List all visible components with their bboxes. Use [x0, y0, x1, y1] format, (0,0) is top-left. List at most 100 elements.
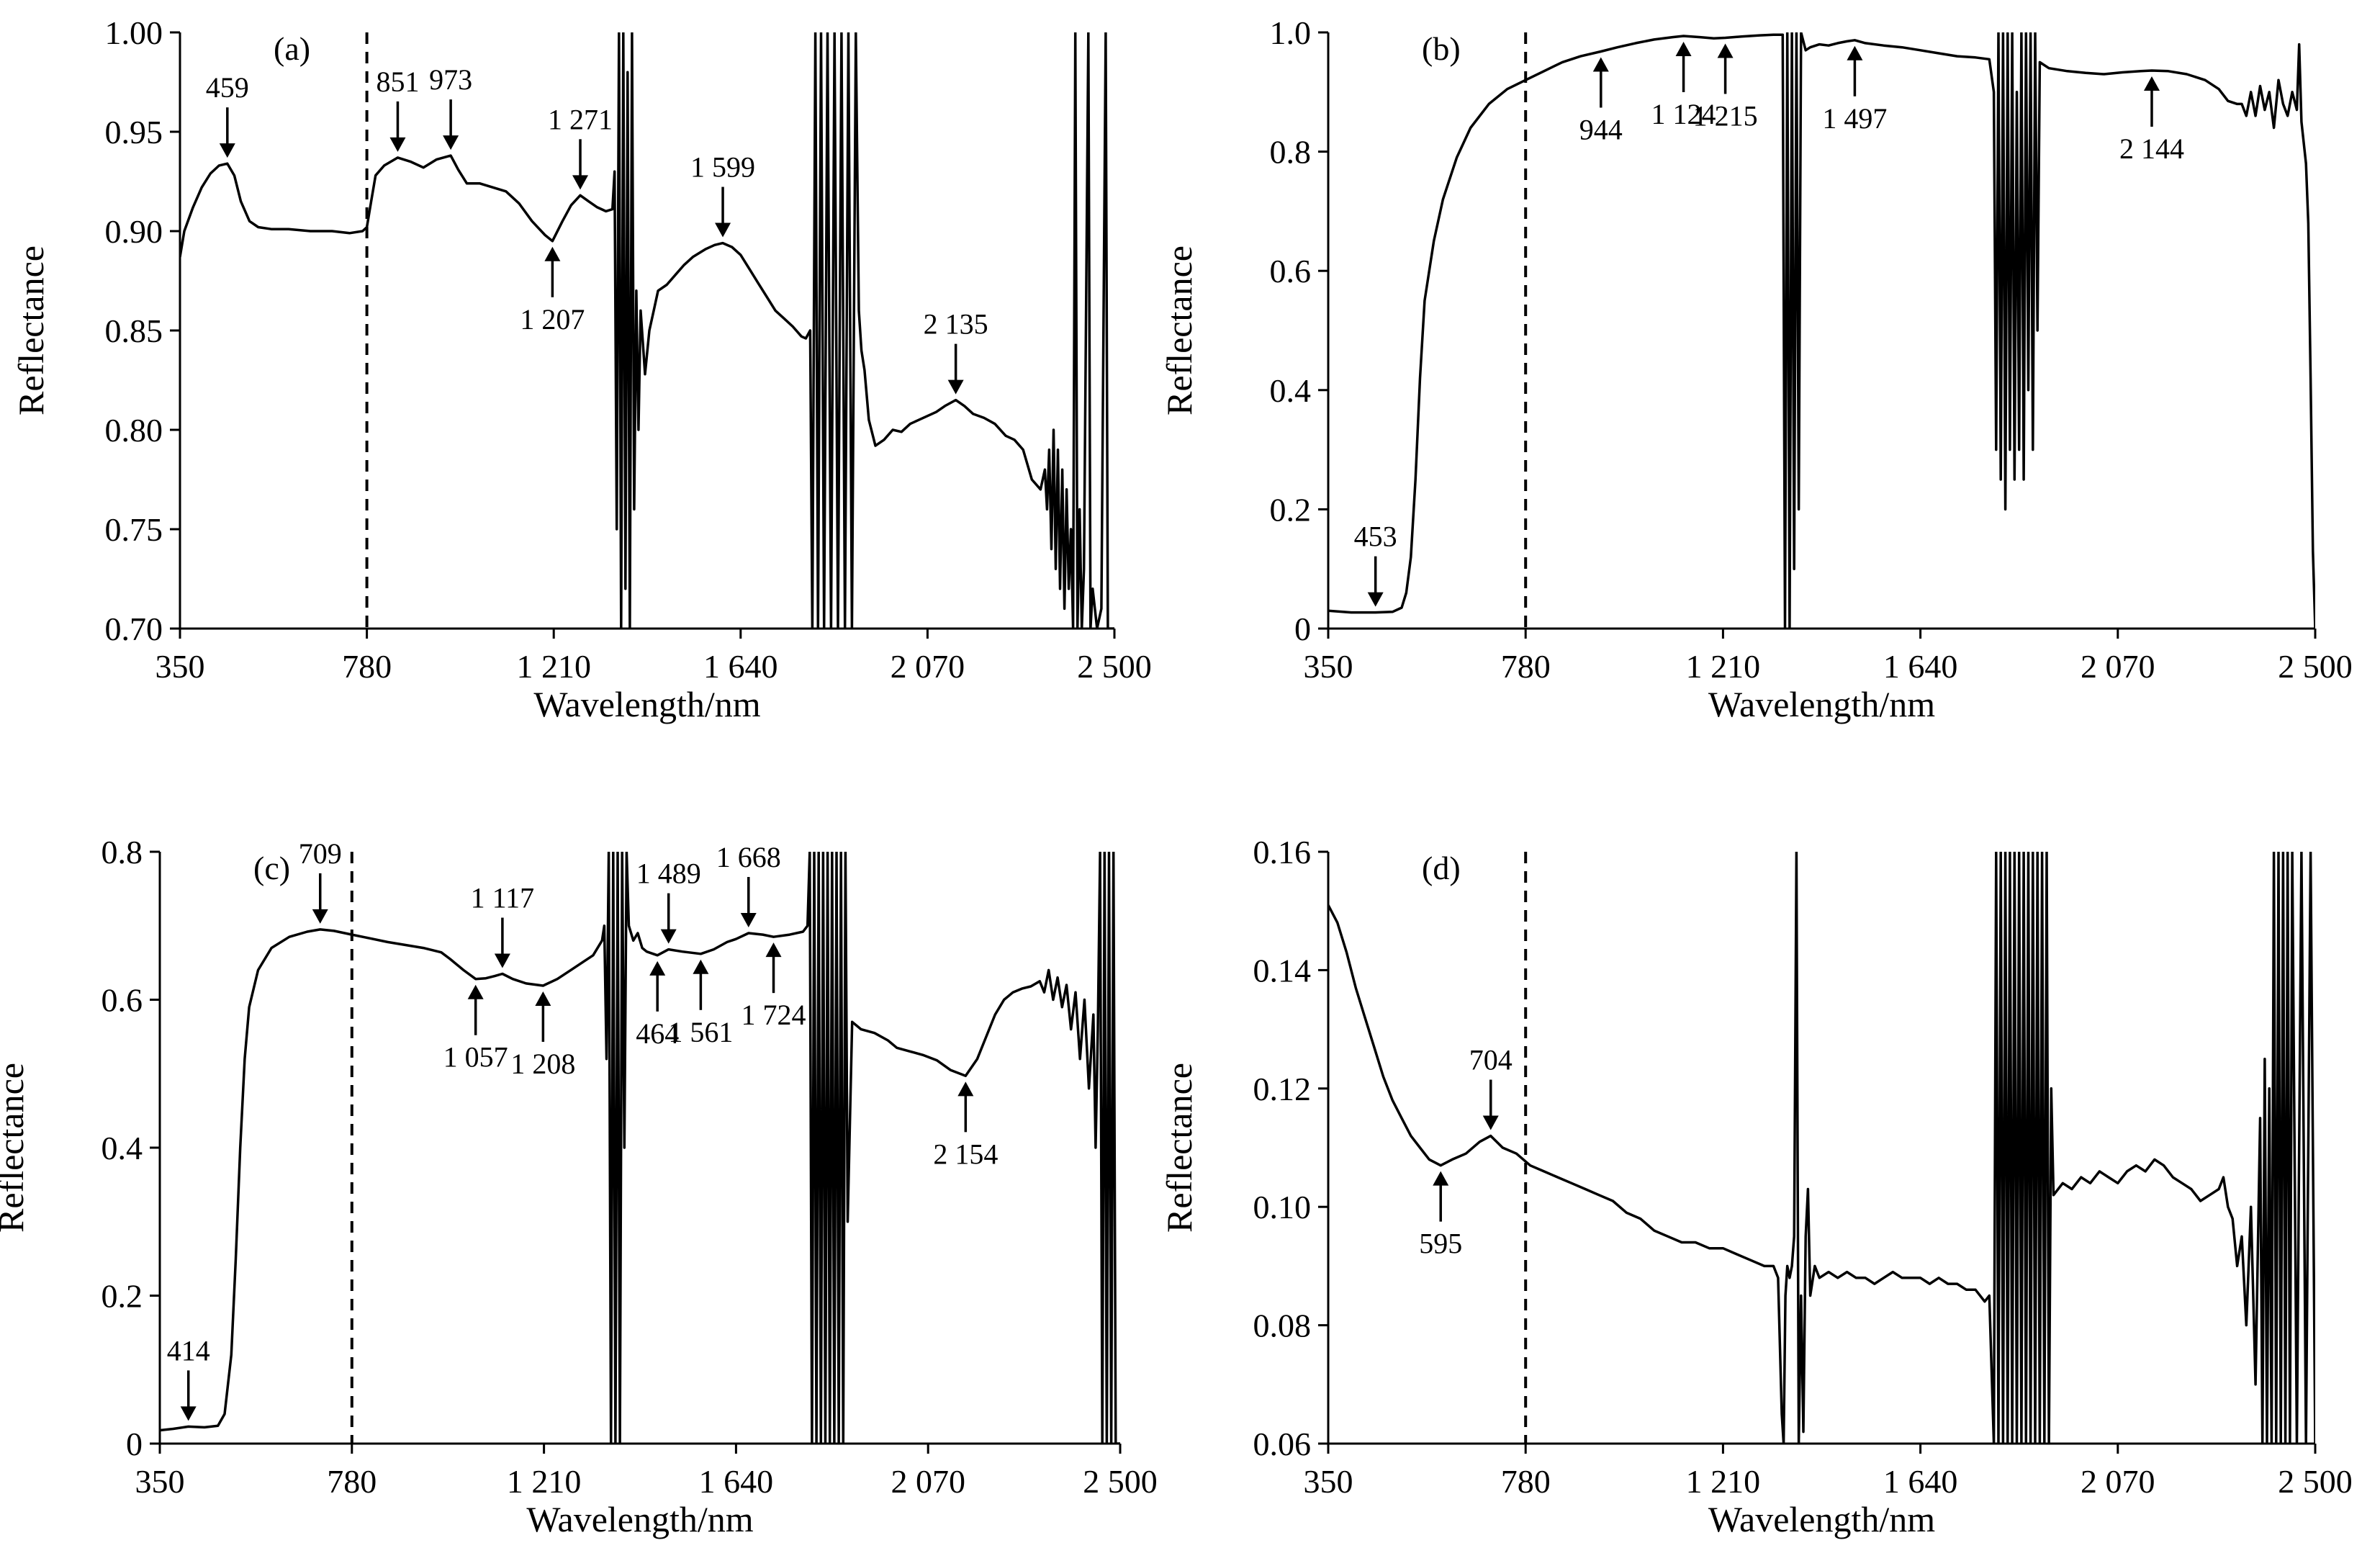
y-tick-label: 0.2	[1270, 491, 1312, 528]
x-tick-label: 1 210	[507, 1463, 582, 1500]
y-tick-label: 0.8	[102, 834, 143, 870]
y-tick-label: 0.70	[105, 611, 163, 647]
annotation-label: 1 057	[443, 1041, 508, 1074]
x-tick-label: 2 070	[2081, 1463, 2155, 1500]
annotation-label: 944	[1579, 113, 1623, 145]
reflectance-series-line	[180, 32, 1114, 629]
x-tick-label: 2 500	[2278, 1463, 2353, 1500]
x-tick-label: 350	[1304, 1463, 1353, 1500]
y-tick-label: 1.0	[1270, 14, 1312, 51]
annotation-arrow	[2143, 76, 2160, 127]
annotation-label: 2 135	[924, 308, 988, 341]
annotation-arrow	[1367, 556, 1384, 607]
annotation-arrow	[1847, 45, 1863, 96]
annotation-arrow	[957, 1081, 974, 1133]
x-tick-label: 1 210	[516, 648, 591, 685]
x-tick-label: 1 640	[703, 648, 778, 685]
x-axis-label: Wavelength/nm	[526, 1499, 753, 1539]
y-tick-label: 0.4	[102, 1130, 143, 1166]
annotation-label: 704	[1469, 1044, 1513, 1076]
y-tick-label: 0.6	[102, 982, 143, 1019]
y-axis-label: Reflectance	[1159, 1063, 1199, 1233]
y-tick-label: 0.16	[1253, 834, 1312, 870]
x-tick-label: 2 070	[891, 648, 965, 685]
y-tick-label: 0.95	[105, 114, 163, 150]
y-tick-label: 0.06	[1253, 1426, 1312, 1462]
y-tick-label: 1.00	[105, 14, 163, 51]
x-axis-label: Wavelength/nm	[533, 684, 760, 724]
annotation-label: 2 144	[2119, 132, 2184, 165]
annotation-label: 1 489	[636, 858, 701, 890]
x-tick-label: 780	[342, 648, 392, 685]
annotation-arrow	[660, 893, 677, 944]
annotation-label: 851	[376, 66, 419, 98]
annotation-arrow	[312, 873, 328, 924]
annotation-arrow	[572, 139, 589, 190]
annotation-label: 1 271	[548, 103, 613, 135]
x-tick-label: 1 210	[1686, 648, 1761, 685]
annotation-arrow	[947, 343, 964, 395]
y-axis-label: Reflectance	[0, 1063, 31, 1233]
annotation-arrow	[740, 877, 757, 928]
x-tick-label: 780	[327, 1463, 377, 1500]
annotation-label: 1 599	[690, 151, 755, 184]
annotation-label: 1 117	[471, 882, 535, 914]
annotation-arrow	[649, 960, 666, 1012]
annotation-label: 595	[1419, 1228, 1462, 1260]
annotation-arrow	[443, 99, 459, 150]
annotation-arrow	[180, 1370, 197, 1421]
annotation-arrow	[1433, 1171, 1449, 1222]
y-tick-label: 0.12	[1253, 1071, 1312, 1107]
x-tick-label: 780	[1501, 1463, 1551, 1500]
y-tick-label: 0	[1294, 611, 1311, 647]
panel-label: (b)	[1422, 30, 1461, 67]
reflectance-series-line	[160, 852, 1120, 1444]
panel-d: 350 780 1 210 1 640 2 070 2 500 0.06 0.08 0.10 0.…	[1159, 834, 2353, 1539]
x-tick-label: 2 500	[2278, 648, 2353, 685]
annotation-label: 973	[429, 63, 472, 96]
x-tick-label: 2 070	[891, 1463, 965, 1500]
annotation-arrow	[219, 107, 235, 158]
x-axis-label: Wavelength/nm	[1708, 684, 1935, 724]
y-tick-label: 0.90	[105, 213, 163, 250]
annotation-label: 414	[167, 1334, 210, 1367]
y-tick-label: 0.80	[105, 412, 163, 449]
x-tick-label: 350	[1304, 648, 1353, 685]
x-tick-label: 2 500	[1083, 1463, 1158, 1500]
annotation-label: 1 668	[716, 841, 781, 873]
annotation-arrow	[467, 984, 484, 1035]
x-tick-label: 1 210	[1686, 1463, 1761, 1500]
annotation-arrow	[494, 917, 510, 968]
x-tick-label: 1 640	[699, 1463, 774, 1500]
annotation-arrow	[1592, 57, 1609, 108]
panel-b: 350 780 1 210 1 640 2 070 2 500 0 0.2 0.4 0.6 0.8 1…	[1159, 14, 2353, 724]
annotation-label: 1 561	[668, 1016, 733, 1048]
annotation-label: 1 124	[1651, 98, 1716, 130]
annotation-label: 453	[1354, 521, 1397, 553]
annotation-label: 1 215	[1693, 99, 1758, 132]
annotation-label: 1 497	[1822, 102, 1887, 135]
panel-label: (c)	[253, 850, 290, 886]
annotation-arrow	[715, 186, 731, 238]
annotation-label: 1 207	[520, 303, 585, 336]
annotation-label: 2 154	[933, 1138, 998, 1170]
y-axis-label: Reflectance	[1159, 246, 1199, 415]
x-tick-label: 1 640	[1883, 648, 1958, 685]
reflectance-series-line	[1328, 32, 2315, 629]
annotation-arrow	[1675, 41, 1692, 92]
y-tick-label: 0.14	[1253, 952, 1312, 989]
annotation-arrow	[1482, 1079, 1499, 1130]
y-tick-label: 0.6	[1270, 253, 1312, 289]
annotation-arrow	[389, 101, 406, 152]
annotation-arrow	[535, 991, 551, 1042]
x-tick-label: 350	[155, 648, 205, 685]
y-axis-label: Reflectance	[11, 246, 51, 415]
annotation-label: 1 208	[510, 1048, 575, 1080]
annotation-arrow	[1717, 43, 1734, 94]
y-tick-label: 0.10	[1253, 1189, 1312, 1225]
y-tick-label: 0.75	[105, 511, 163, 548]
annotation-label: 464	[636, 1017, 679, 1050]
annotation-arrow	[693, 959, 709, 1010]
panel-c: 350 780 1 210 1 640 2 070 2 500 0 0.2 0.4 0.6 0.8 W…	[0, 834, 1158, 1539]
